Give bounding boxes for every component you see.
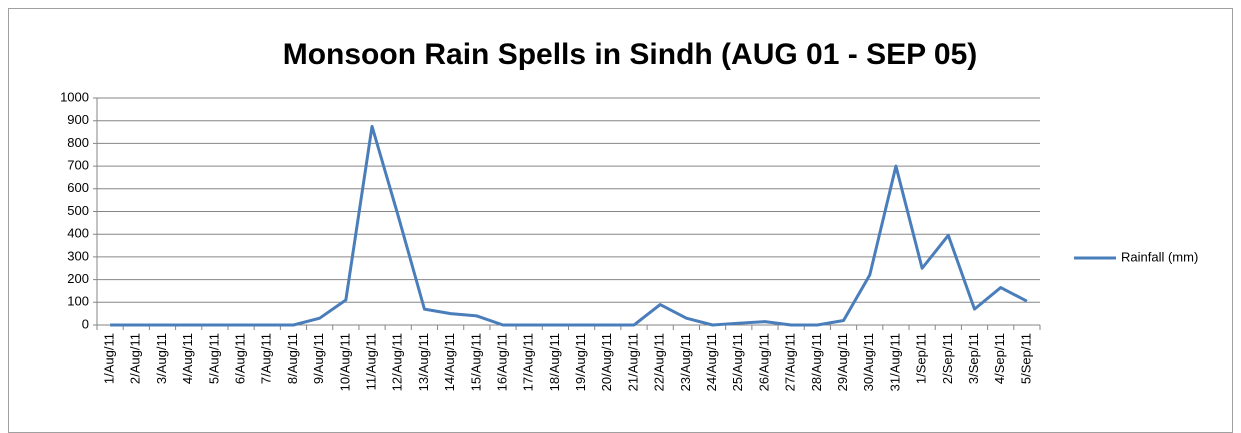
x-tick-label: 5/Aug/11 (206, 333, 221, 384)
x-tick-label: 28/Aug/11 (809, 333, 824, 391)
x-tick-label: 24/Aug/11 (704, 333, 719, 391)
x-tick-label: 27/Aug/11 (783, 333, 798, 391)
x-tick-label: 2/Aug/11 (128, 333, 143, 384)
x-tick-label: 23/Aug/11 (678, 333, 693, 391)
x-tick-label: 29/Aug/11 (835, 333, 850, 391)
x-tick-label: 19/Aug/11 (573, 333, 588, 391)
x-tick-label: 2/Sep/11 (940, 333, 955, 384)
x-tick-label: 4/Sep/11 (992, 333, 1007, 384)
x-tick-label: 7/Aug/11 (259, 333, 274, 384)
x-tick-label: 3/Aug/11 (154, 333, 169, 384)
x-tick-label: 31/Aug/11 (887, 333, 902, 391)
x-tick-label: 20/Aug/11 (599, 333, 614, 391)
y-tick-label: 0 (82, 316, 89, 331)
y-tick-label: 1000 (60, 89, 89, 104)
y-tick-label: 500 (67, 203, 89, 218)
chart-title: Monsoon Rain Spells in Sindh (AUG 01 - S… (283, 38, 978, 71)
data-line (110, 124, 1028, 327)
x-tick-label: 22/Aug/11 (652, 333, 667, 391)
y-tick-label: 300 (67, 248, 89, 263)
x-tick-label: 5/Sep/11 (1018, 333, 1033, 384)
x-tick-label: 14/Aug/11 (442, 333, 457, 391)
x-tick-label: 1/Sep/11 (914, 333, 929, 384)
x-tick-label: 4/Aug/11 (180, 333, 195, 384)
x-tick-label: 16/Aug/11 (494, 333, 509, 391)
y-tick-label: 400 (67, 226, 89, 241)
legend-label: Rainfall (mm) (1121, 249, 1198, 264)
x-tick-label: 9/Aug/11 (311, 333, 326, 384)
x-tick-label: 10/Aug/11 (337, 333, 352, 391)
y-tick-label: 900 (67, 112, 89, 127)
x-tick-label: 12/Aug/11 (390, 333, 405, 391)
x-tick-label: 6/Aug/11 (233, 333, 248, 384)
x-tick-label: 1/Aug/11 (102, 333, 117, 384)
x-tick-label: 15/Aug/11 (468, 333, 483, 391)
y-tick-label: 600 (67, 180, 89, 195)
y-tick-label: 100 (67, 294, 89, 309)
x-tick-label: 11/Aug/11 (363, 333, 378, 390)
x-tick-label: 21/Aug/11 (625, 333, 640, 391)
y-tick-label: 200 (67, 271, 89, 286)
x-tick-label: 13/Aug/11 (416, 333, 431, 391)
x-tick-label: 25/Aug/11 (730, 333, 745, 391)
chart-frame (8, 8, 1233, 433)
x-tick-label: 3/Sep/11 (966, 333, 981, 384)
x-tick-label: 26/Aug/11 (756, 333, 771, 391)
x-tick-label: 30/Aug/11 (861, 333, 876, 391)
x-tick-label: 8/Aug/11 (285, 333, 300, 384)
x-tick-label: 18/Aug/11 (547, 333, 562, 391)
y-tick-label: 800 (67, 135, 89, 150)
y-tick-label: 700 (67, 158, 89, 173)
x-tick-label: 17/Aug/11 (521, 333, 536, 391)
